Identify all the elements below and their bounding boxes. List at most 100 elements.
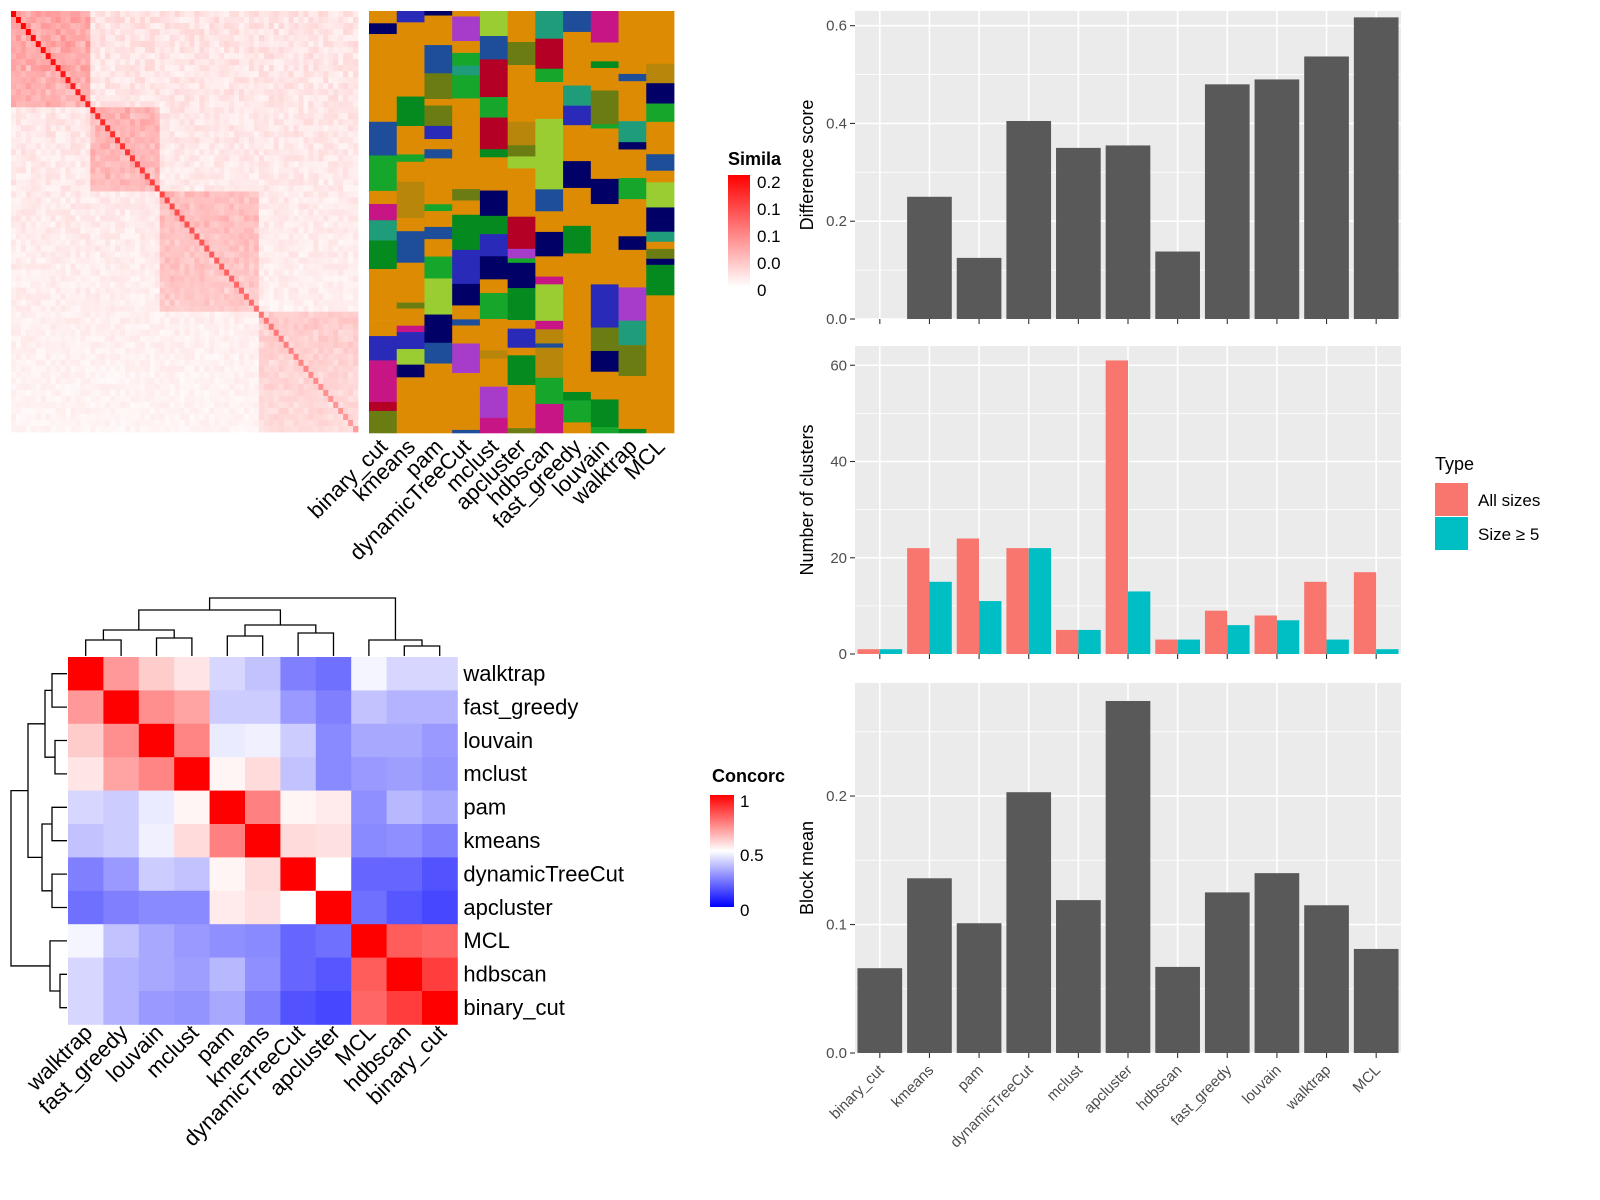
similarity-cell (15, 365, 22, 373)
similarity-cell (15, 371, 22, 379)
similarity-cell (258, 251, 265, 258)
similarity-cell (253, 413, 260, 421)
similarity-cell (65, 221, 71, 228)
similarity-cell (55, 29, 61, 36)
similarity-cell (40, 167, 47, 174)
similarity-cell (333, 353, 339, 361)
similarity-cell (189, 77, 195, 84)
similarity-cell (100, 185, 106, 192)
similarity-cell (323, 347, 329, 355)
similarity-cell (248, 167, 255, 174)
similarity-cell (224, 347, 230, 355)
similarity-cell (224, 173, 230, 180)
similarity-cell (95, 17, 101, 24)
similarity-cell (85, 353, 91, 361)
similarity-cell (234, 209, 240, 216)
similarity-cell (333, 125, 339, 132)
similarity-cell (318, 257, 324, 264)
similarity-cell (199, 47, 205, 54)
similarity-cell (100, 65, 106, 72)
similarity-cell (20, 23, 27, 30)
similarity-cell (174, 263, 180, 271)
similarity-cell (243, 299, 250, 307)
similarity-cell (100, 29, 106, 36)
similarity-cell (125, 197, 131, 204)
similarity-cell (115, 395, 121, 403)
similarity-cell (239, 89, 245, 96)
similarity-cell (149, 395, 156, 403)
similarity-cell (80, 401, 86, 409)
similarity-cell (343, 323, 349, 331)
similarity-cell (323, 335, 329, 343)
similarity-cell (11, 233, 17, 240)
similarity-cell (308, 335, 314, 343)
similarity-cell (219, 155, 225, 162)
similarity-cell (35, 305, 42, 313)
similarity-cell (144, 299, 151, 307)
similarity-cell (253, 233, 260, 240)
similarity-cell (174, 95, 180, 102)
similarity-cell (293, 233, 299, 240)
similarity-cell (120, 185, 126, 192)
similarity-cell (333, 245, 339, 252)
similarity-cell (258, 77, 265, 84)
similarity-cell (253, 161, 260, 168)
similarity-cell (214, 89, 220, 96)
similarity-cell (134, 53, 141, 60)
similarity-cell (288, 329, 294, 337)
similarity-cell (318, 329, 324, 337)
similarity-cell (25, 203, 32, 210)
similarity-cell (338, 203, 344, 210)
similarity-cell (234, 299, 240, 307)
similarity-cell (95, 143, 101, 150)
similarity-cell (184, 413, 190, 421)
similarity-cell (348, 41, 354, 48)
similarity-cell (343, 263, 349, 271)
similarity-cell (35, 47, 42, 54)
similarity-cell (318, 83, 324, 90)
similarity-cell (263, 377, 270, 385)
similarity-cell (60, 365, 66, 373)
similarity-cell (125, 233, 131, 240)
similarity-cell (353, 251, 359, 258)
similarity-cell (20, 65, 27, 72)
similarity-cell (95, 65, 101, 72)
similarity-cell (199, 173, 205, 180)
similarity-cell (154, 263, 161, 271)
similarity-cell (184, 323, 190, 331)
similarity-cell (258, 245, 265, 252)
similarity-cell (273, 77, 280, 84)
similarity-cell (25, 281, 32, 289)
similarity-cell (70, 383, 76, 391)
similarity-cell (15, 89, 22, 96)
similarity-cell (50, 101, 57, 108)
similarity-cell (134, 11, 141, 18)
similarity-cell (15, 281, 22, 289)
similarity-cell (25, 191, 32, 198)
similarity-cell (229, 383, 235, 391)
similarity-cell (149, 203, 156, 210)
cluster-label-cell (369, 49, 398, 84)
similarity-cell (40, 227, 47, 234)
similarity-cell (90, 305, 96, 313)
similarity-cell (298, 41, 304, 48)
similarity-cell (164, 113, 171, 120)
similarity-cell (25, 113, 32, 120)
similarity-cell (144, 149, 151, 156)
similarity-cell (179, 335, 185, 343)
similarity-cell (95, 35, 101, 42)
similarity-cell (164, 119, 171, 126)
similarity-cell (11, 83, 17, 90)
similarity-cell (30, 71, 37, 78)
similarity-cell (35, 173, 42, 180)
similarity-cell (129, 107, 136, 114)
similarity-cell (144, 383, 151, 391)
similarity-cell (268, 107, 275, 114)
similarity-cell (55, 395, 61, 403)
similarity-cell (278, 113, 285, 120)
similarity-cell (134, 179, 141, 186)
similarity-cell (169, 107, 175, 114)
similarity-cell (204, 311, 210, 319)
similarity-cell (258, 395, 265, 403)
similarity-cell (15, 275, 22, 283)
